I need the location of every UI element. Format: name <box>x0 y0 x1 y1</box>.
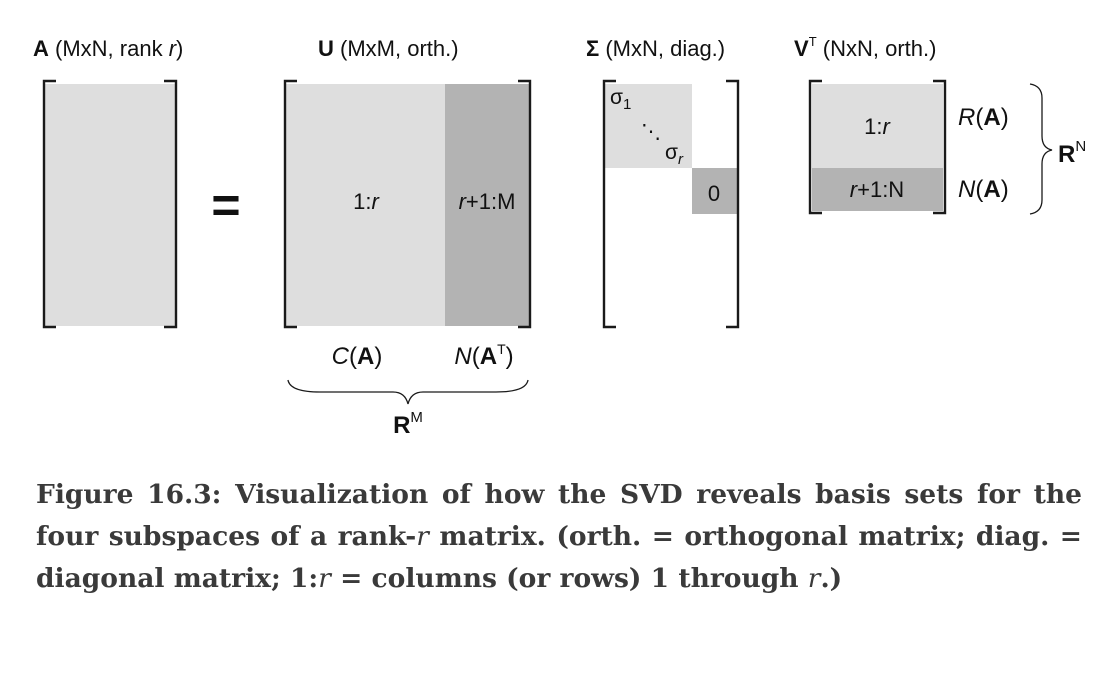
vt-null-space-block <box>812 168 943 211</box>
matrix-sigma-left-bracket <box>602 79 616 329</box>
rm-brace <box>287 379 529 405</box>
matrix-a-right-bracket <box>164 79 178 329</box>
matrix-sigma-right-bracket <box>726 79 740 329</box>
rm-space-label: RM <box>393 409 423 439</box>
matrix-vt: VT (NxN, orth.) 1:r r+1:N R(A) N(A) RN <box>794 34 1086 215</box>
sigma-zero-label: 0 <box>708 181 720 206</box>
matrix-vt-title: VT (NxN, orth.) <box>794 34 936 61</box>
matrix-vt-left-bracket <box>808 79 822 215</box>
matrix-u-left-bracket <box>283 79 297 329</box>
matrix-u-left-cell-label: 1:r <box>353 189 380 214</box>
vt-row-space-block <box>812 84 943 168</box>
sigma-dots: ⋱ <box>641 121 661 143</box>
matrix-u-right-bracket <box>518 79 532 329</box>
sigma-zero-block <box>692 168 737 214</box>
matrix-a-title: A (MxN, rank r) <box>33 36 183 61</box>
figure-caption: Figure 16.3: Visualization of how the SV… <box>36 479 1083 594</box>
equals-sign: = <box>211 177 240 233</box>
svd-diagram: A (MxN, rank r) = U (MxM, orth.) 1:r r+1… <box>33 34 1086 439</box>
matrix-u-title: U (MxM, orth.) <box>318 36 459 61</box>
rn-space-label: RN <box>1058 138 1086 168</box>
matrix-vt-right-bracket <box>933 79 947 215</box>
matrix-u-left-null-block <box>445 84 529 326</box>
null-space-label: N(A) <box>958 176 1009 203</box>
sigma-last-label: σr <box>665 141 684 168</box>
matrix-u-right-cell-label: r+1:M <box>459 189 516 214</box>
sigma-singular-values-block <box>605 84 692 168</box>
left-null-space-label: N(AT) <box>454 341 513 370</box>
column-space-label: C(A) <box>332 343 383 370</box>
vt-top-cell-label: 1:r <box>864 114 891 139</box>
matrix-u-column-space-block <box>286 84 445 326</box>
matrix-sigma: Σ (MxN, diag.) σ1 ⋱ σr 0 <box>586 36 740 329</box>
matrix-u: U (MxM, orth.) 1:r r+1:M C(A) N(AT) RM <box>283 36 532 439</box>
matrix-a-left-bracket <box>42 79 56 329</box>
row-space-label: R(A) <box>958 104 1009 131</box>
rn-brace <box>1029 83 1053 215</box>
matrix-sigma-title: Σ (MxN, diag.) <box>586 36 725 61</box>
matrix-a-body <box>45 84 176 326</box>
vt-bottom-cell-label: r+1:N <box>850 177 904 202</box>
matrix-a: A (MxN, rank r) <box>33 36 183 329</box>
sigma-first-label: σ1 <box>610 86 631 113</box>
